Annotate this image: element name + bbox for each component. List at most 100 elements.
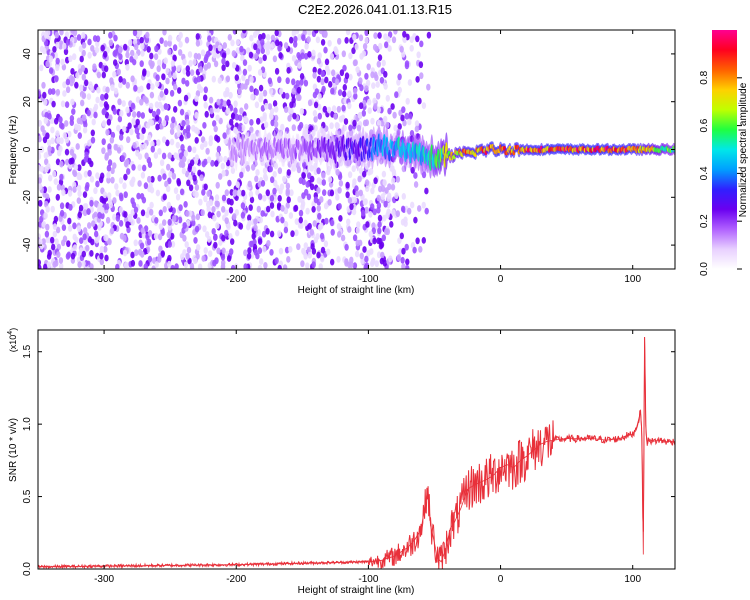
noise-speckle: [156, 139, 161, 147]
noise-speckle: [253, 52, 259, 60]
noise-speckle: [312, 220, 317, 227]
noise-speckle: [372, 97, 377, 105]
noise-speckle: [269, 202, 275, 209]
noise-speckle: [407, 79, 413, 86]
noise-speckle: [305, 181, 310, 188]
snr-multiplier-base: (x10: [8, 335, 18, 353]
noise-speckle: [72, 53, 77, 61]
noise-speckle: [187, 145, 192, 153]
noise-speckle: [162, 173, 167, 181]
noise-speckle: [67, 217, 72, 225]
noise-speckle: [197, 263, 203, 269]
noise-speckle: [144, 152, 149, 160]
noise-speckle: [130, 259, 136, 267]
noise-speckle: [125, 51, 130, 59]
noise-speckle: [218, 155, 223, 163]
noise-speckle: [373, 103, 378, 110]
noise-speckle: [319, 232, 325, 240]
noise-speckle: [44, 165, 49, 173]
noise-speckle: [394, 91, 399, 99]
noise-speckle: [134, 127, 140, 135]
noise-speckle: [391, 36, 397, 44]
noise-speckle: [326, 106, 332, 114]
noise-speckle: [352, 119, 357, 127]
noise-speckle: [214, 160, 219, 167]
noise-speckle: [270, 34, 276, 42]
noise-speckle: [38, 199, 43, 207]
noise-speckle: [112, 50, 117, 57]
noise-speckle: [388, 255, 393, 263]
noise-speckle: [215, 222, 220, 230]
noise-speckle: [50, 117, 55, 124]
noise-speckle: [170, 264, 175, 269]
noise-speckle: [228, 233, 233, 240]
noise-speckle: [280, 205, 285, 212]
noise-speckle: [305, 207, 310, 215]
noise-speckle: [318, 30, 324, 35]
noise-speckle: [195, 33, 200, 40]
noise-speckle: [181, 120, 186, 127]
noise-speckle: [90, 45, 95, 52]
noise-speckle: [304, 42, 309, 50]
noise-speckle: [105, 129, 110, 136]
noise-speckle: [321, 172, 326, 179]
noise-speckle: [147, 185, 152, 193]
noise-speckle: [143, 263, 148, 269]
noise-speckle: [371, 82, 376, 89]
noise-speckle: [133, 53, 139, 60]
noise-speckle: [61, 42, 67, 50]
noise-speckle: [220, 162, 225, 170]
noise-speckle: [42, 47, 47, 55]
noise-speckle: [419, 72, 424, 80]
noise-speckle: [222, 100, 227, 108]
noise-speckle: [375, 81, 380, 88]
noise-speckle: [243, 83, 248, 90]
noise-speckle: [57, 149, 62, 157]
noise-speckle: [235, 47, 241, 54]
noise-speckle: [216, 145, 222, 153]
noise-speckle: [81, 49, 86, 57]
noise-speckle: [277, 167, 283, 175]
noise-speckle: [121, 100, 126, 107]
noise-speckle: [196, 244, 201, 251]
noise-speckle: [401, 51, 406, 58]
noise-speckle: [214, 194, 220, 202]
noise-speckle: [139, 133, 145, 141]
y-tick-label: 40: [22, 48, 33, 60]
noise-speckle: [55, 193, 60, 201]
noise-speckle: [316, 251, 321, 259]
noise-speckle: [213, 241, 218, 249]
noise-speckle: [289, 107, 294, 115]
noise-speckle: [270, 210, 275, 218]
noise-speckle: [291, 87, 296, 95]
noise-speckle: [366, 63, 371, 71]
noise-speckle: [424, 207, 429, 215]
noise-speckle: [257, 247, 263, 255]
noise-speckle: [309, 228, 315, 236]
noise-speckle: [101, 71, 107, 79]
noise-speckle: [376, 60, 381, 68]
noise-speckle: [293, 40, 298, 48]
noise-speckle: [272, 100, 278, 107]
noise-speckle: [329, 219, 335, 227]
noise-speckle: [269, 43, 274, 51]
noise-speckle: [417, 205, 422, 212]
snr-x-axis-label: Height of straight line (km): [298, 585, 415, 596]
noise-speckle: [55, 226, 61, 234]
noise-speckle: [46, 139, 52, 147]
noise-speckle: [288, 246, 293, 253]
noise-speckle: [212, 120, 217, 127]
noise-speckle: [355, 226, 360, 234]
noise-speckle: [199, 174, 204, 182]
noise-speckle: [360, 257, 365, 265]
noise-speckle: [274, 105, 279, 113]
noise-speckle: [393, 124, 398, 132]
spectrogram-plot-area: [38, 30, 675, 269]
noise-speckle: [249, 126, 254, 134]
noise-speckle: [38, 135, 42, 143]
noise-speckle: [257, 238, 263, 245]
noise-speckle: [166, 231, 171, 239]
snr-multiplier-exponent: 4: [7, 331, 14, 335]
noise-speckle: [99, 100, 104, 108]
noise-speckle: [322, 189, 327, 197]
